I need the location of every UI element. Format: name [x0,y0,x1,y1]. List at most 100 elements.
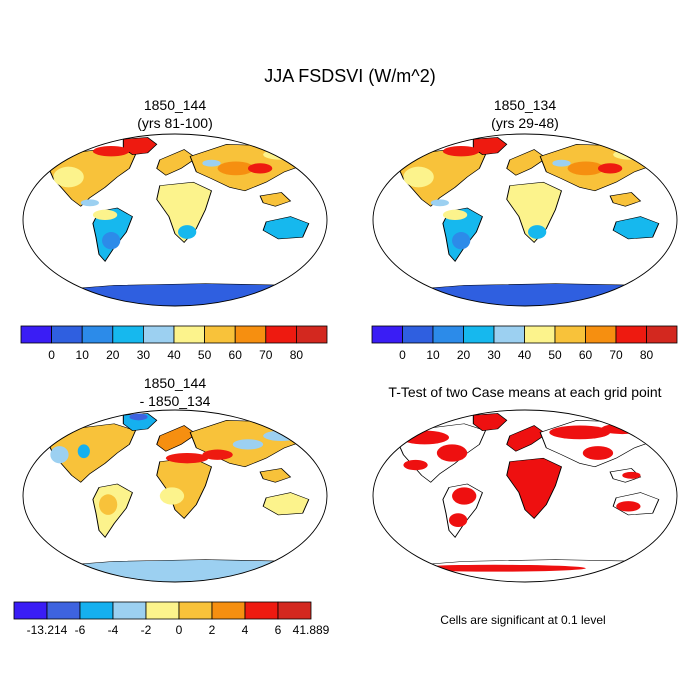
colorbar-swatch [173,325,206,344]
colorbar-tick-label: 10 [426,348,440,362]
colorbar-tick-label: 80 [640,348,654,362]
field-patch [601,423,644,435]
panel-title-case2-line1: 1850_134 [494,97,557,113]
field-patch [263,430,300,441]
colorbar-swatch [51,325,83,344]
colorbar-tick-label: 40 [167,348,181,362]
field-patch [597,163,623,174]
field-patch [622,471,641,479]
colorbar-tick-label: 4 [242,623,249,637]
field-patch [430,199,449,207]
colorbar-tick-label: 0 [176,623,183,637]
panel-title-diff-line2: - 1850_134 [140,393,211,409]
field-patch [400,430,449,445]
panel-title-case1-line2: (yrs 81-100) [137,115,212,131]
colorbar-swatch [244,601,279,620]
colorbar-swatch [79,601,114,620]
colorbar-swatch [211,601,246,620]
panel-title-ttest: T-Test of two Case means at each grid po… [388,384,661,400]
colorbar-tick-label: 10 [76,348,90,362]
field-patch [452,232,471,250]
colorbar-tick-label: 80 [290,348,304,362]
field-patch [129,413,148,421]
colorbar-swatch [432,325,464,344]
colorbar-swatch [46,601,81,620]
map-ttest-significance [372,409,678,583]
field-patch [509,187,535,205]
colorbar-tick-label: -13.214 [27,623,68,637]
field-patch [159,487,185,505]
colorbar-swatch [178,601,213,620]
map-projection-border [22,133,328,307]
colorbar-tick-label: 50 [548,348,562,362]
map-case2 [372,133,678,307]
panel-title-case1-line1: 1850_144 [144,97,207,113]
colorbar-tick-label: 6 [275,623,282,637]
map-difference [22,409,328,583]
field-patch [567,161,605,176]
field-patch [452,487,477,505]
colorbar-tick-label: 50 [198,348,212,362]
field-patch [53,166,84,188]
colorbar-tick-label: 70 [259,348,273,362]
map-projection-border [372,409,678,583]
colorbar-swatch [81,325,114,344]
colorbar-swatch [295,325,328,344]
field-patch [178,225,197,239]
field-patch [217,161,255,176]
colorbar-tick-label: 41.889 [293,623,330,637]
colorbar-swatch [145,601,180,620]
colorbar-swatch [493,325,525,344]
colorbar-tick-label: 60 [229,348,243,362]
colorbar-swatch [585,325,617,344]
field-patch [232,439,264,450]
field-patch [92,209,118,220]
colorbar-tick-label: -6 [75,623,86,637]
field-patch [442,209,468,220]
field-patch [80,199,99,207]
colorbar-tick-label: 2 [209,623,216,637]
colorbar-swatch [20,325,53,344]
field-patch [616,501,641,512]
panel-title-case2-line2: (yrs 29-48) [491,115,559,131]
colorbar-tick-label: 60 [579,348,593,362]
colorbar-tick-label: 40 [518,348,532,362]
field-patch [403,459,428,471]
colorbar-tick-label: -2 [141,623,152,637]
field-patch [202,449,233,460]
field-patch [102,232,121,250]
field-patch [552,159,571,167]
colorbar-tick-label: 70 [609,348,623,362]
colorbar-swatch [265,325,297,344]
colorbar-swatch [615,325,647,344]
map-projection-border [372,133,678,307]
colorbar-swatch [554,325,586,344]
colorbar-swatch [13,601,48,620]
field-patch [528,225,547,239]
field-patch [436,444,468,462]
colorbar-tick-label: 20 [106,348,120,362]
colorbar-swatch [277,601,312,620]
field-patch [159,187,185,205]
colorbar-tick-label: 30 [487,348,501,362]
field-patch [92,146,130,157]
colorbar-swatch [524,325,556,344]
colorbar-swatch [234,325,267,344]
colorbar-swatch [112,325,144,344]
colorbar-tick-label: 0 [48,348,55,362]
colorbar-case1: 0 10 20 30 40 50 60 70 80 [20,325,328,362]
colorbar-swatch [371,325,403,344]
colorbar-swatch [463,325,495,344]
colorbar-case2: 0 10 20 30 40 50 60 70 80 [371,325,678,362]
field-patch [442,146,480,157]
field-patch [202,159,221,167]
field-patch [165,453,209,464]
field-patch [403,564,586,572]
colorbar-swatch [112,601,147,620]
field-patch [449,513,468,527]
colorbar-tick-label: -4 [108,623,119,637]
colorbar-tick-label: 0 [399,348,406,362]
field-patch [62,568,197,576]
field-patch [582,446,614,460]
map-case1 [22,133,328,307]
